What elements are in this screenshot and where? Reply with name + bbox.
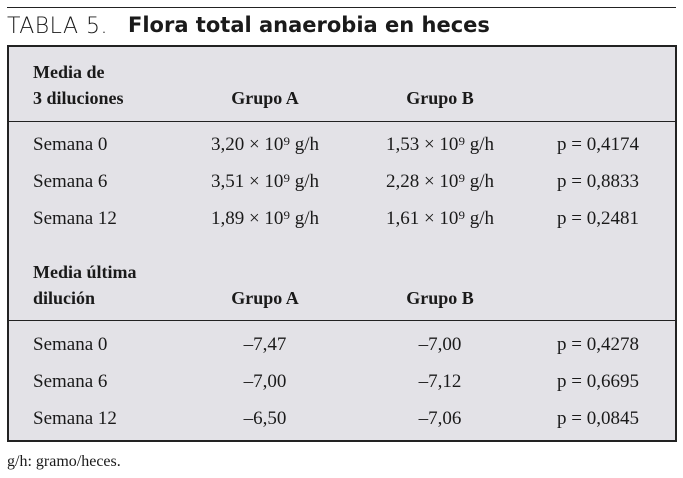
cell: 3,20 × 10⁹ g/h (210, 134, 320, 155)
cell: p = 0,0845 (557, 408, 639, 429)
cell: –7,47 (243, 334, 287, 355)
cell: 2,28 × 10⁹ g/h (385, 171, 495, 192)
row-label: Semana 12 (33, 408, 117, 429)
header-label: dilución (33, 288, 96, 308)
row-label: Semana 6 (33, 371, 108, 392)
cell: 1,89 × 10⁹ g/h (210, 208, 320, 229)
cell: p = 0,2481 (557, 208, 639, 229)
column-header: Grupo A (231, 288, 299, 308)
row-label: Semana 6 (33, 171, 108, 192)
cell: –7,00 (418, 334, 462, 355)
table-box (7, 45, 677, 442)
header-label: Media última (33, 262, 137, 282)
cell: –7,06 (418, 408, 462, 429)
column-header: Grupo B (406, 88, 474, 108)
row-label: Semana 0 (33, 134, 108, 155)
column-header: Grupo A (231, 88, 299, 108)
row-label: Semana 12 (33, 208, 117, 229)
table-title: Flora total anaerobia en heces (128, 13, 490, 37)
cell: –7,00 (243, 371, 287, 392)
top-rule (7, 7, 676, 8)
cell: p = 0,6695 (557, 371, 639, 392)
header-rule (9, 320, 675, 321)
footnote: g/h: gramo/heces. (7, 453, 121, 470)
cell: –6,50 (243, 408, 287, 429)
cell: p = 0,4278 (557, 334, 639, 355)
header-label: 3 diluciones (33, 88, 124, 108)
cell: –7,12 (418, 371, 462, 392)
header-rule (9, 121, 675, 122)
cell: 3,51 × 10⁹ g/h (210, 171, 320, 192)
cell: p = 0,4174 (557, 134, 639, 155)
table-number: TABLA 5. (7, 14, 108, 39)
cell: 1,61 × 10⁹ g/h (385, 208, 495, 229)
header-label: Media de (33, 62, 105, 82)
cell: p = 0,8833 (557, 171, 639, 192)
row-label: Semana 0 (33, 334, 108, 355)
cell: 1,53 × 10⁹ g/h (385, 134, 495, 155)
column-header: Grupo B (406, 288, 474, 308)
